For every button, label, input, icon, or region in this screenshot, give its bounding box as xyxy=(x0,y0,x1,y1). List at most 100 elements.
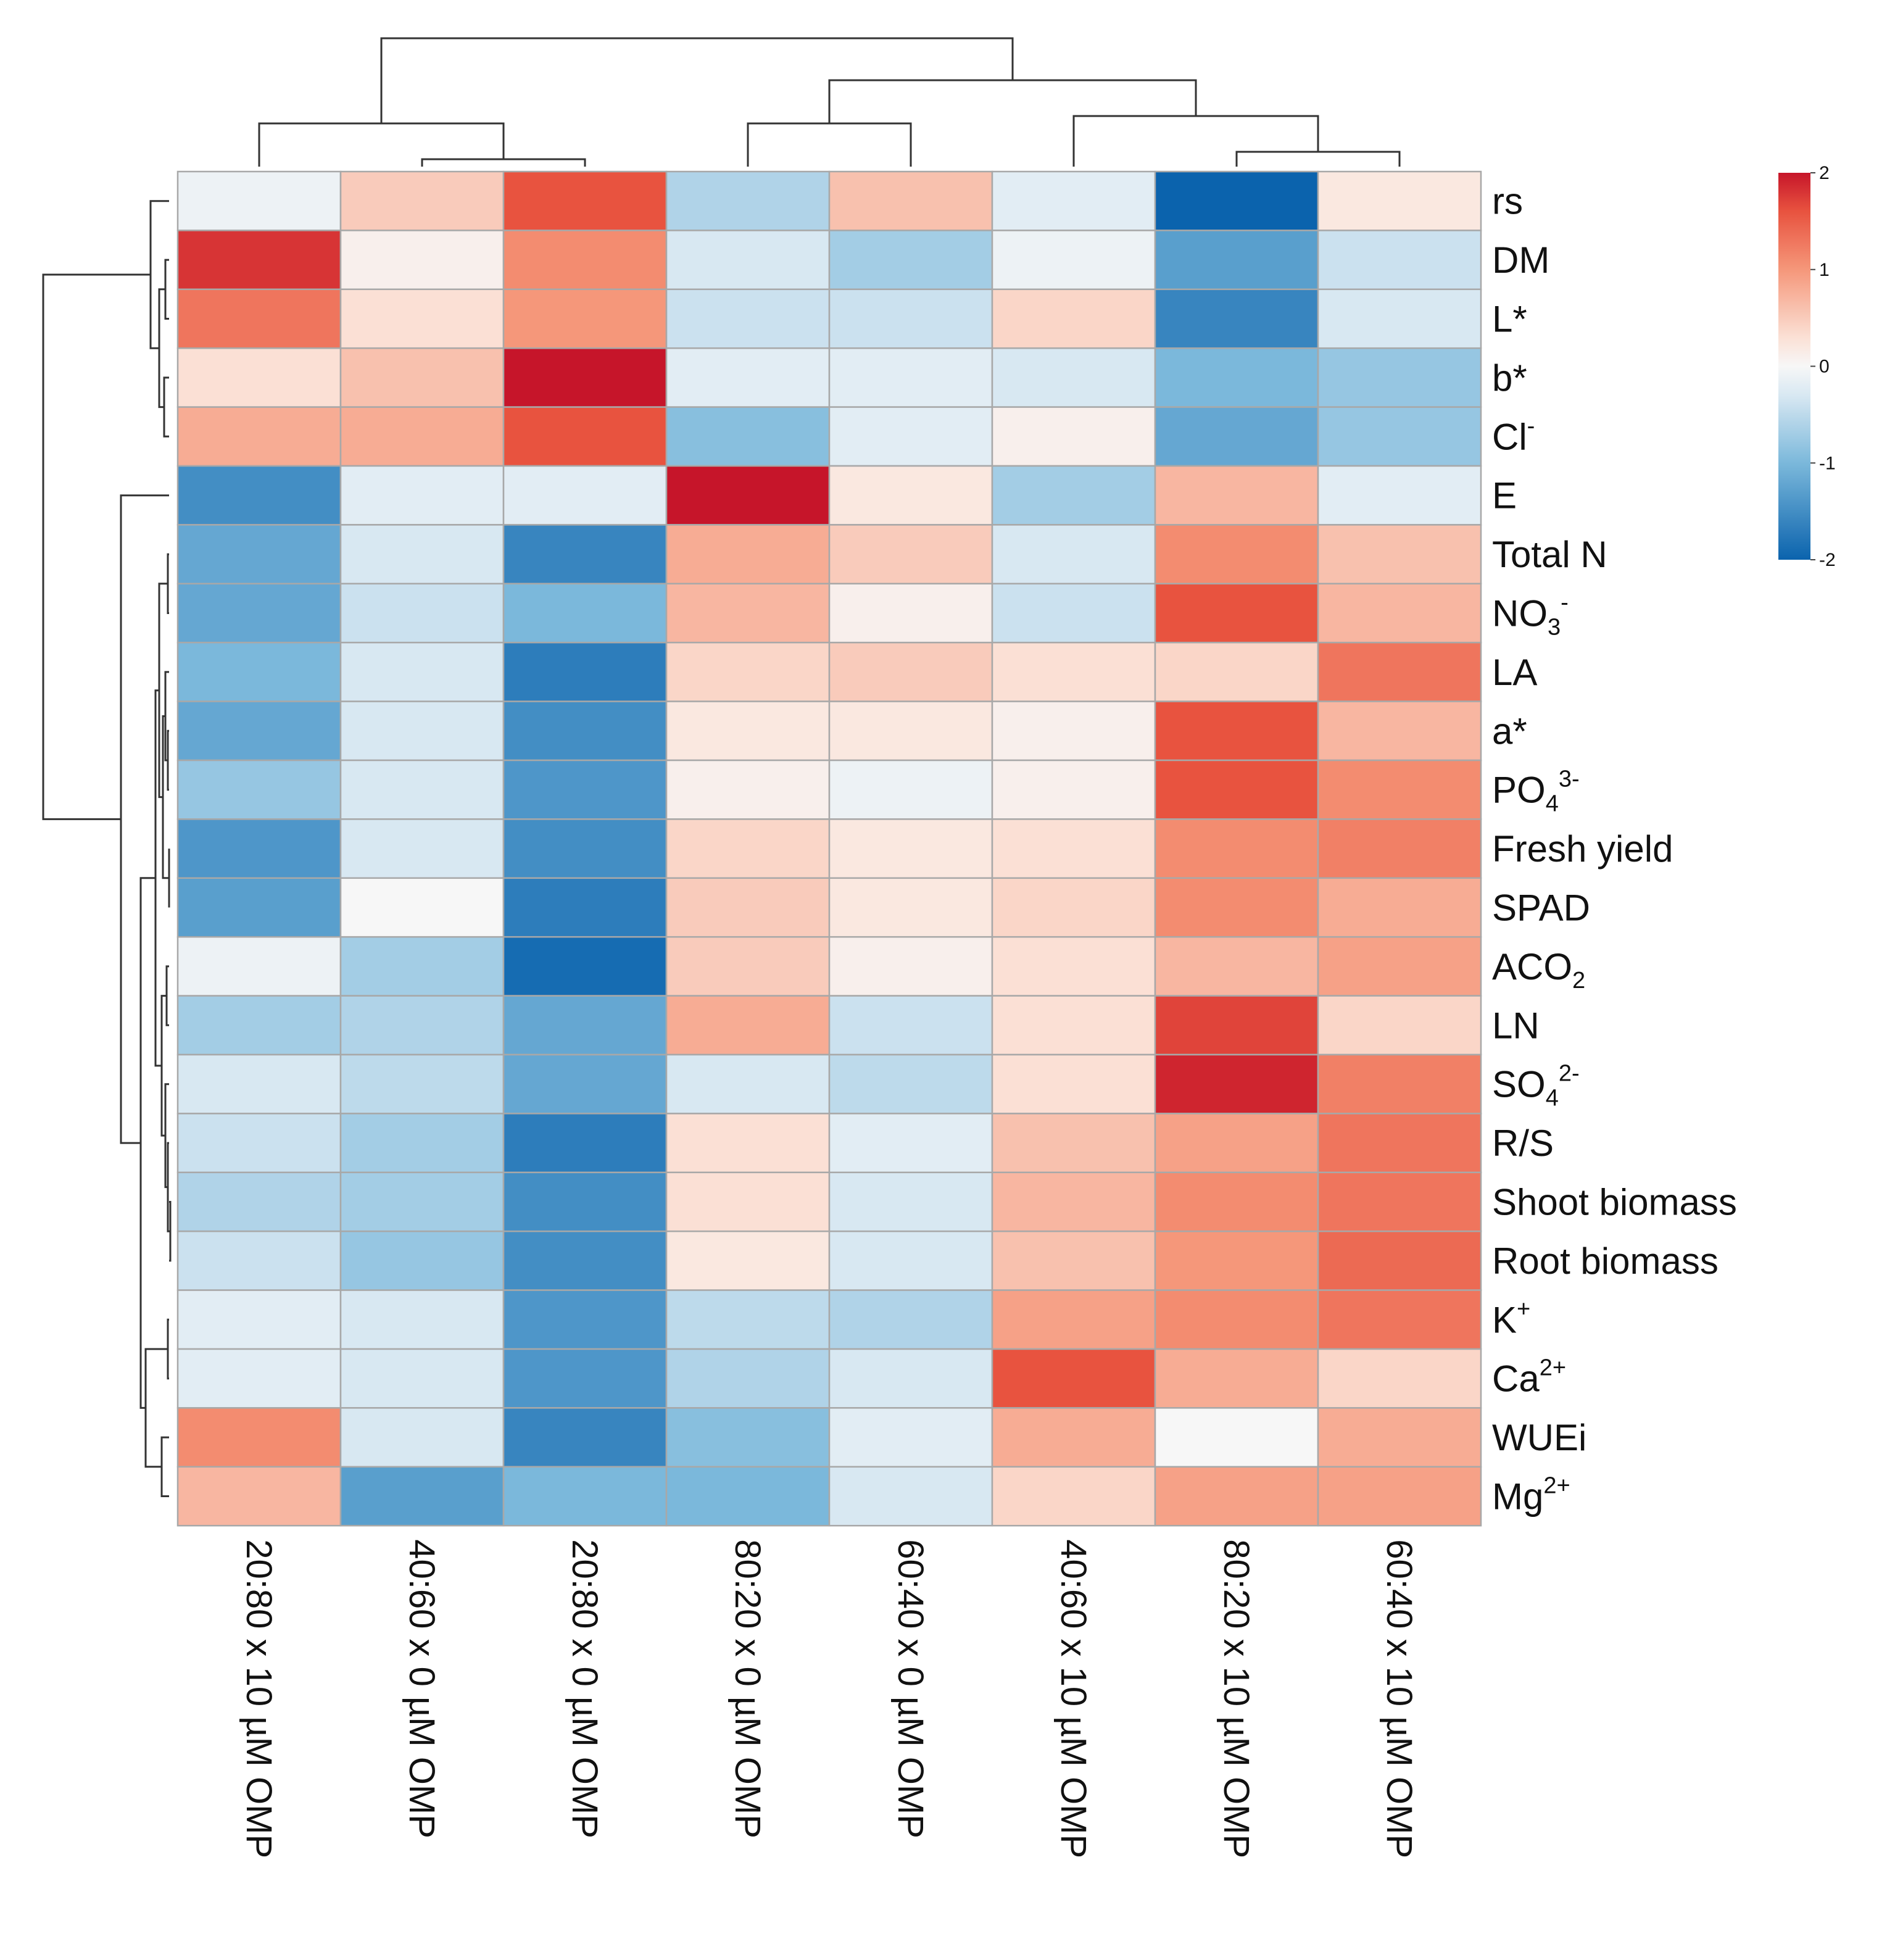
heatmap-cell xyxy=(828,170,993,231)
column-label: 40:60 x 0 µM OMP xyxy=(402,1539,442,1838)
heatmap-cell xyxy=(1154,759,1319,820)
heatmap-cell xyxy=(665,877,831,938)
heatmap-cell xyxy=(828,1407,993,1468)
row-label: Cl- xyxy=(1492,413,1535,457)
heatmap-cell xyxy=(665,1053,831,1115)
heatmap-cell xyxy=(339,465,505,526)
heatmap-cell xyxy=(339,1348,505,1409)
heatmap-cell xyxy=(1317,1230,1482,1291)
dendrogram-link xyxy=(144,1348,168,1468)
heatmap-cell xyxy=(991,936,1156,997)
heatmap-cell xyxy=(665,406,831,467)
row-label: E xyxy=(1492,475,1517,517)
heatmap-cell xyxy=(991,347,1156,408)
heatmap-cell xyxy=(502,170,668,231)
heatmap-cell xyxy=(176,641,342,702)
heatmap-cell xyxy=(339,877,505,938)
row-label: LA xyxy=(1492,652,1537,693)
heatmap-cell xyxy=(828,936,993,997)
heatmap-cell xyxy=(176,1053,342,1115)
heatmap-cell xyxy=(828,230,993,291)
heatmap-cell xyxy=(339,700,505,762)
heatmap-cell xyxy=(828,1113,993,1174)
heatmap-cell xyxy=(176,759,342,820)
column-label: 20:80 x 0 µM OMP xyxy=(565,1539,605,1838)
heatmap-cell xyxy=(339,936,505,997)
heatmap-cell xyxy=(1317,759,1482,820)
heatmap-cell xyxy=(1154,347,1319,408)
heatmap-cell xyxy=(1154,1053,1319,1115)
legend-tick-label: -1 xyxy=(1819,453,1836,473)
dendrogram-link xyxy=(1235,151,1401,167)
heatmap-cell xyxy=(176,524,342,585)
heatmap-cell xyxy=(828,1466,993,1527)
heatmap-cell xyxy=(502,406,668,467)
heatmap-cell xyxy=(1154,1289,1319,1350)
heatmap-cell xyxy=(1317,1171,1482,1232)
row-label: PO43- xyxy=(1492,766,1580,817)
heatmap-cell xyxy=(339,818,505,879)
heatmap-cell xyxy=(1154,641,1319,702)
row-label: Mg2+ xyxy=(1492,1473,1570,1518)
heatmap-cell xyxy=(991,524,1156,585)
heatmap-cell xyxy=(1317,465,1482,526)
row-labels: rs DM L* b* Cl- E Total N NO3- LA a* PO43- Fresh yi… xyxy=(1492,181,1737,1518)
heatmap-cell xyxy=(1317,347,1482,408)
column-label: 20:80 x 10 µM OMP xyxy=(239,1539,279,1858)
heatmap-cell xyxy=(502,641,668,702)
legend-ticks: 2 1 0 -1 -2 xyxy=(1810,163,1836,570)
heatmap-cell xyxy=(176,936,342,997)
row-label: a* xyxy=(1492,710,1527,752)
heatmap-cell xyxy=(991,170,1156,231)
heatmap-cell xyxy=(339,1466,505,1527)
heatmap-cell xyxy=(176,230,342,291)
heatmap-cell xyxy=(502,465,668,526)
heatmap-cell xyxy=(991,1171,1156,1232)
heatmap-cell xyxy=(1154,465,1319,526)
heatmap-cell xyxy=(1317,1053,1482,1115)
heatmap-cell xyxy=(502,936,668,997)
heatmap-cell xyxy=(502,995,668,1056)
heatmap-cell xyxy=(665,347,831,408)
heatmap-cell xyxy=(339,1289,505,1350)
heatmap-cell xyxy=(339,641,505,702)
heatmap-cell xyxy=(665,170,831,231)
heatmap-cell xyxy=(828,288,993,349)
dendrogram-link xyxy=(380,37,1014,123)
row-label: DM xyxy=(1492,239,1549,281)
heatmap-cell xyxy=(339,1407,505,1468)
heatmap-cell xyxy=(828,818,993,879)
heatmap-cell xyxy=(1154,1466,1319,1527)
heatmap-cell xyxy=(828,465,993,526)
heatmap-cell xyxy=(1317,877,1482,938)
legend-tick-label: 1 xyxy=(1819,260,1830,280)
row-label: NO3- xyxy=(1492,590,1569,641)
heatmap-cell xyxy=(991,641,1156,702)
heatmap-cell xyxy=(828,406,993,467)
heatmap-cell xyxy=(828,641,993,702)
heatmap-cell xyxy=(1317,995,1482,1056)
heatmap-cell xyxy=(1154,1113,1319,1174)
heatmap-cell xyxy=(502,1289,668,1350)
heatmap-cell xyxy=(502,583,668,644)
heatmap-cell xyxy=(1154,288,1319,349)
heatmap-cell xyxy=(502,1053,668,1115)
heatmap-cell xyxy=(1317,583,1482,644)
row-label: Fresh yield xyxy=(1492,828,1673,870)
heatmap-cell xyxy=(1154,230,1319,291)
heatmap-cell xyxy=(1317,1466,1482,1527)
row-label: Ca2+ xyxy=(1492,1355,1566,1400)
row-label: Total N xyxy=(1492,534,1607,575)
dendrogram-link xyxy=(42,273,151,820)
heatmap-cell xyxy=(991,1407,1156,1468)
heatmap-cell xyxy=(665,641,831,702)
heatmap-cell xyxy=(828,1053,993,1115)
heatmap-cell xyxy=(991,818,1156,879)
heatmap-cell xyxy=(991,288,1156,349)
heatmap-cell xyxy=(1154,170,1319,231)
heatmap-cell xyxy=(828,1230,993,1291)
heatmap-cell xyxy=(991,1113,1156,1174)
color-legend: 2 1 0 -1 -2 xyxy=(1778,163,1836,570)
heatmap-cell xyxy=(828,1289,993,1350)
